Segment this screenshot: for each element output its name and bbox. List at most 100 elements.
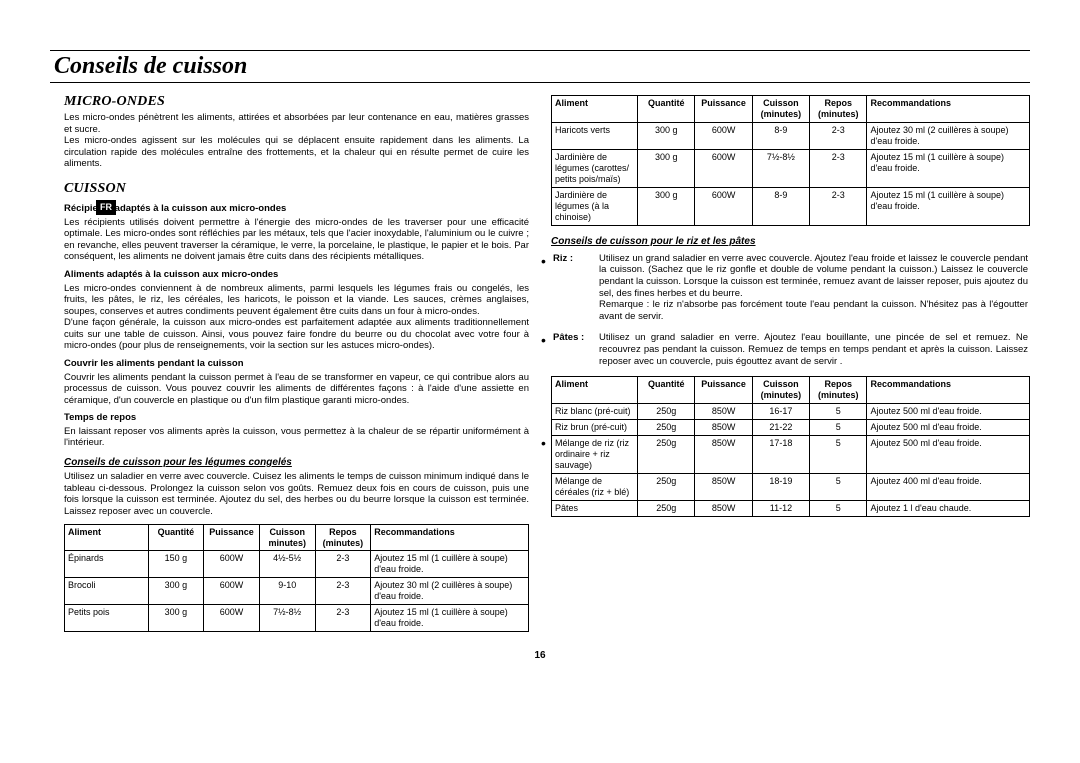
cell: 850W [695,419,752,435]
lang-tag: FR [96,200,116,215]
cell: 16-17 [752,404,809,420]
bullet-icon: • [541,333,546,347]
table-row: Mélange de riz (riz ordinaire + riz sauv… [552,435,1030,473]
cell: 2-3 [810,187,867,225]
cell: 5 [810,435,867,473]
col-header: Repos (minutes) [810,377,867,404]
cell: 250g [638,404,695,420]
cell: Ajoutez 500 ml d'eau froide. [867,404,1030,420]
cell: 600W [695,187,752,225]
cell: 5 [810,500,867,516]
cell: 17-18 [752,435,809,473]
col-header: Aliment [552,377,638,404]
table-row: Riz blanc (pré-cuit)250g850W16-175Ajoute… [552,404,1030,420]
right-column: AlimentQuantitéPuissanceCuisson (minutes… [551,89,1030,632]
cell: 5 [810,404,867,420]
cell: Jardinière de légumes (à la chinoise) [552,187,638,225]
bold-repos: Temps de repos [64,412,529,424]
cell: Ajoutez 30 ml (2 cuillères à soupe) d'ea… [867,122,1030,149]
cell: 9-10 [259,578,315,605]
table-row: Jardinière de légumes (carottes/ petits … [552,149,1030,187]
def-pates: Pâtes : Utilisez un grand saladier en ve… [551,331,1030,368]
page: Conseils de cuisson FR MICRO-ONDES Les m… [0,0,1080,681]
cell: Riz brun (pré-cuit) [552,419,638,435]
cell: 2-3 [810,122,867,149]
cell: 7½-8½ [752,149,809,187]
def-riz-block: • Riz : Utilisez un grand saladier en ve… [551,252,1030,323]
col-header: Repos (minutes) [810,96,867,123]
cell: Ajoutez 1 l d'eau chaude. [867,500,1030,516]
cell: Petits pois [65,605,149,632]
cell: 300 g [638,187,695,225]
heading-micro-ondes: MICRO-ONDES [64,93,529,110]
cell: 11-12 [752,500,809,516]
para-aliments: Les micro-ondes conviennent à de nombreu… [64,283,529,352]
col-header: Cuisson (minutes) [752,377,809,404]
italic-riz-pates: Conseils de cuisson pour le riz et les p… [551,236,1030,248]
cell: Haricots verts [552,122,638,149]
cell: 150 g [148,551,204,578]
cell: 2-3 [315,551,371,578]
cell: Ajoutez 15 ml (1 cuillère à soupe) d'eau… [867,187,1030,225]
table-row: Pâtes250g850W11-125Ajoutez 1 l d'eau cha… [552,500,1030,516]
col-header: Quantité [638,377,695,404]
bullet-icon: • [541,436,546,450]
table-row: Petits pois300 g600W7½-8½2-3Ajoutez 15 m… [65,605,529,632]
cell: 300 g [148,578,204,605]
col-header: Cuisson minutes) [259,524,315,551]
col-header: Recommandations [867,96,1030,123]
table-riz-pates: AlimentQuantitéPuissanceCuisson (minutes… [551,376,1030,517]
col-header: Puissance [204,524,260,551]
left-column: FR MICRO-ONDES Les micro-ondes pénètrent… [50,89,529,632]
col-header: Aliment [65,524,149,551]
cell: 5 [810,419,867,435]
cell: 250g [638,419,695,435]
cell: 8-9 [752,122,809,149]
cell: 600W [695,122,752,149]
def-riz-key: Riz : [551,252,597,323]
def-pates-val: Utilisez un grand saladier en verre. Ajo… [597,331,1030,368]
bold-aliments: Aliments adaptés à la cuisson aux micro-… [64,269,529,281]
bullet-icon: • [541,254,546,268]
cell: Pâtes [552,500,638,516]
cell: 4½-5½ [259,551,315,578]
table-legumes-suite: AlimentQuantitéPuissanceCuisson (minutes… [551,95,1030,226]
bold-couvrir: Couvrir les aliments pendant la cuisson [64,358,529,370]
col-header: Recommandations [371,524,529,551]
cell: Épinards [65,551,149,578]
cell: 600W [204,551,260,578]
cell: 2-3 [810,149,867,187]
cell: 2-3 [315,578,371,605]
def-riz-val: Utilisez un grand saladier en verre avec… [597,252,1030,323]
cell: 850W [695,404,752,420]
cell: Riz blanc (pré-cuit) [552,404,638,420]
col-header: Aliment [552,96,638,123]
def-pates-block: • Pâtes : Utilisez un grand saladier en … [551,331,1030,368]
col-header: Quantité [638,96,695,123]
cell: 850W [695,435,752,473]
col-header: Repos (minutes) [315,524,371,551]
cell: Mélange de riz (riz ordinaire + riz sauv… [552,435,638,473]
table-row: Mélange de céréales (riz + blé)250g850W1… [552,473,1030,500]
cell: 250g [638,473,695,500]
cell: 7½-8½ [259,605,315,632]
cell: 850W [695,473,752,500]
table-row: Épinards150 g600W4½-5½2-3Ajoutez 15 ml (… [65,551,529,578]
cell: 250g [638,500,695,516]
para-repos: En laissant reposer vos aliments après l… [64,426,529,449]
para-recipients: Les récipients utilisés doivent permettr… [64,217,529,263]
two-columns: FR MICRO-ONDES Les micro-ondes pénètrent… [50,89,1030,632]
cell: 18-19 [752,473,809,500]
table-row: Brocoli300 g600W9-102-3Ajoutez 30 ml (2 … [65,578,529,605]
col-header: Quantité [148,524,204,551]
table-row: Haricots verts300 g600W8-92-3Ajoutez 30 … [552,122,1030,149]
col-header: Cuisson (minutes) [752,96,809,123]
para-legumes: Utilisez un saladier en verre avec couve… [64,471,529,517]
cell: 2-3 [315,605,371,632]
col-header: Puissance [695,96,752,123]
col-header: Recommandations [867,377,1030,404]
heading-cuisson: CUISSON [64,180,529,197]
cell: Ajoutez 15 ml (1 cuillère à soupe) d'eau… [371,551,529,578]
para-couvrir: Couvrir les aliments pendant la cuisson … [64,372,529,407]
cell: Jardinière de légumes (carottes/ petits … [552,149,638,187]
